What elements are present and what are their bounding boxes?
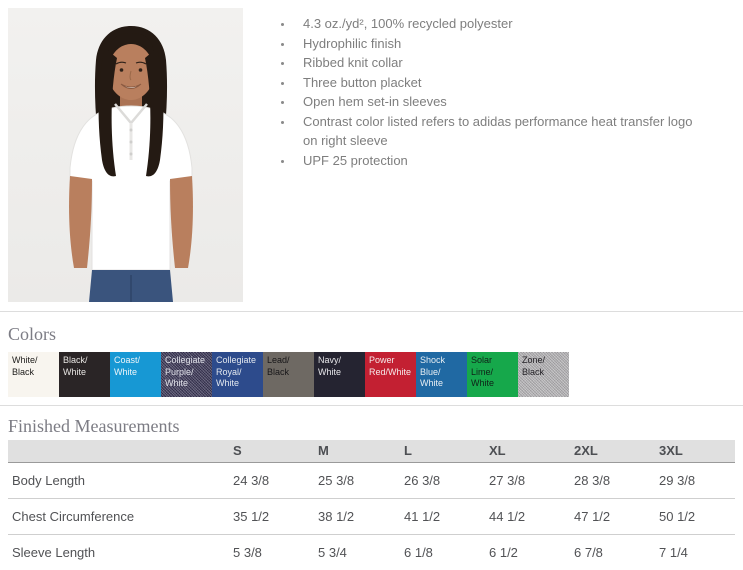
measurement-cell: 27 3/8 — [489, 462, 574, 499]
color-swatch-collegiate-royal-white[interactable]: Collegiate Royal/ White — [212, 352, 263, 397]
measurement-cell: 50 1/2 — [659, 498, 735, 535]
measurement-cell: 38 1/2 — [318, 498, 404, 535]
color-swatches: White/ Black Black/ White Coast/ White Coll… — [8, 352, 569, 397]
measurement-row-label: Chest Circumference — [8, 498, 233, 535]
color-swatch-lead-black[interactable]: Lead/ Black — [263, 352, 314, 397]
feature-item: Open hem set-in sleeves — [294, 92, 710, 112]
feature-item: UPF 25 protection — [294, 151, 710, 171]
measurement-row: Sleeve Length 5 3/8 5 3/4 6 1/8 6 1/2 6 7/8 7 … — [8, 534, 735, 570]
measurement-cell: 7 1/4 — [659, 544, 688, 560]
feature-item: Hydrophilic finish — [294, 34, 710, 54]
measurement-cell: 41 1/2 — [404, 498, 489, 535]
size-column-header: 2XL — [574, 440, 659, 463]
measurement-cell: 5 3/4 — [318, 544, 347, 560]
section-divider — [0, 311, 743, 312]
table-corner-cell — [8, 440, 233, 463]
measurement-cell: 6 1/8 — [404, 544, 433, 560]
measurement-cell: 35 1/2 — [233, 498, 318, 535]
color-swatch-white-black[interactable]: White/ Black — [8, 352, 59, 397]
color-swatch-zone-black[interactable]: Zone/ Black — [518, 352, 569, 397]
measurements-heading: Finished Measurements — [8, 416, 180, 436]
measurement-cell: 28 3/8 — [574, 462, 659, 499]
feature-list: 4.3 oz./yd², 100% recycled polyesterHydr… — [278, 10, 710, 170]
feature-item: 4.3 oz./yd², 100% recycled polyester — [294, 14, 710, 34]
size-column-header: L — [404, 440, 489, 463]
size-column-header: 3XL — [659, 440, 735, 463]
color-swatch-shock-blue-white[interactable]: Shock Blue/ White — [416, 352, 467, 397]
size-column-header: S — [233, 440, 318, 463]
color-swatch-collegiate-purple-white[interactable]: Collegiate Purple/ White — [161, 352, 212, 397]
product-photo[interactable] — [8, 8, 243, 302]
feature-item: Contrast color listed refers to adidas p… — [294, 112, 710, 151]
colors-heading: Colors — [8, 324, 57, 344]
measurement-cell: 6 1/2 — [489, 544, 518, 560]
measurement-cell: 47 1/2 — [574, 498, 659, 535]
measurement-cell: 25 3/8 — [318, 462, 404, 499]
measurement-row: Chest Circumference 35 1/2 38 1/2 41 1/2 44 … — [8, 498, 735, 535]
color-swatch-navy-white[interactable]: Navy/ White — [314, 352, 365, 397]
feature-item: Three button placket — [294, 73, 710, 93]
color-swatch-coast-white[interactable]: Coast/ White — [110, 352, 161, 397]
measurement-cell: 29 3/8 — [659, 462, 735, 499]
measurements-body: Body Length 24 3/8 25 3/8 26 3/8 27 3/8 28 3/… — [8, 462, 735, 570]
measurement-cell: 6 7/8 — [574, 544, 603, 560]
measurement-cell: 24 3/8 — [233, 462, 318, 499]
measurements-table: S M L XL 2XL 3XL Body Length 24 3/8 25 3/8 26 3/… — [8, 440, 735, 570]
size-column-header: M — [318, 440, 404, 463]
measurement-cell: 26 3/8 — [404, 462, 489, 499]
color-swatch-black-white[interactable]: Black/ White — [59, 352, 110, 397]
model-wearing-polo-illustration — [8, 8, 243, 302]
size-column-header: XL — [489, 440, 574, 463]
measurement-cell: 5 3/8 — [233, 544, 262, 560]
color-swatch-solar-lime-white[interactable]: Solar Lime/ White — [467, 352, 518, 397]
feature-item: Ribbed knit collar — [294, 53, 710, 73]
measurement-row-label: Body Length — [8, 462, 233, 499]
measurement-cell: 44 1/2 — [489, 498, 574, 535]
measurement-row: Body Length 24 3/8 25 3/8 26 3/8 27 3/8 28 3/… — [8, 462, 735, 499]
size-header-row: S M L XL 2XL 3XL — [8, 440, 735, 463]
color-swatch-power-red-white[interactable]: Power Red/White — [365, 352, 416, 397]
measurement-row-label: Sleeve Length — [12, 544, 96, 560]
section-divider — [0, 405, 743, 406]
